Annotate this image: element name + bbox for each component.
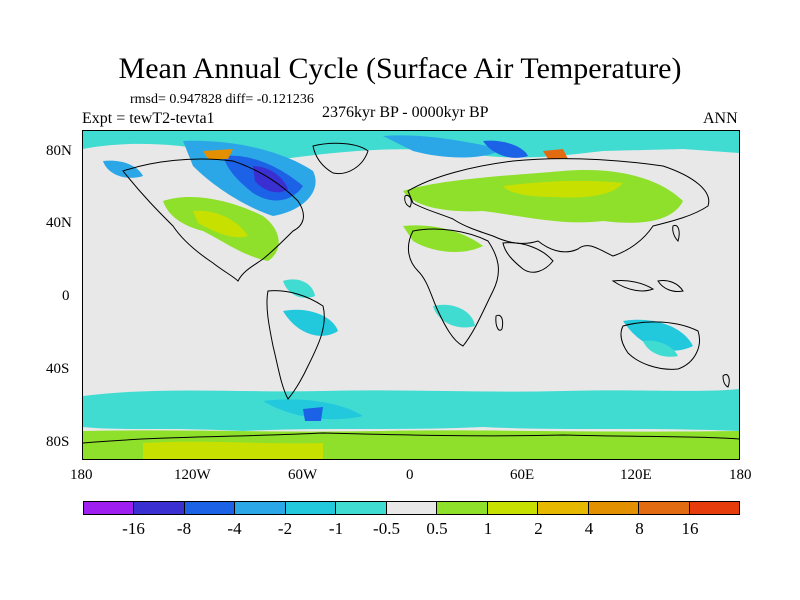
map-svg <box>83 131 739 459</box>
colorbar-swatch <box>689 502 740 514</box>
colorbar-label: 4 <box>584 519 594 538</box>
lat-label-0: 0 <box>62 288 70 304</box>
colorbar-label: 2 <box>534 519 543 538</box>
colorbar-label: -8 <box>176 519 192 538</box>
colorbar-swatch <box>588 502 640 514</box>
lat-label-40n: 40N <box>46 215 72 231</box>
lon-label-120w: 120W <box>174 467 211 483</box>
colorbar-label: -4 <box>227 519 242 538</box>
colorbar-swatch <box>235 502 286 514</box>
colorbar-swatch <box>336 502 387 514</box>
lat-label-40s: 40S <box>46 361 70 377</box>
colorbar-label: -16 <box>122 519 145 538</box>
chart-title: Mean Annual Cycle (Surface Air Temperatu… <box>118 52 682 85</box>
lon-label-120e: 120E <box>620 467 652 483</box>
world-map <box>82 130 740 460</box>
colorbar-label: 16 <box>681 519 699 538</box>
lat-label-80s: 80S <box>46 434 70 450</box>
colorbar-swatch <box>487 502 539 514</box>
coastlines <box>83 142 739 444</box>
colorbar-label: 8 <box>635 519 644 538</box>
colorbar-label: -1 <box>328 519 344 538</box>
colorbar-label: -2 <box>277 519 293 538</box>
colorbar-label: 1 <box>483 519 493 538</box>
colorbar-label: -0.5 <box>373 519 400 538</box>
period-label: 2376kyr BP - 0000kyr BP <box>322 104 489 121</box>
colorbar-swatch <box>134 502 185 514</box>
lon-label-60w: 60W <box>288 467 318 483</box>
colorbar <box>83 501 740 515</box>
experiment-label: Expt = tewT2-tevta1 <box>82 110 215 127</box>
lon-label-180e: 180 <box>729 467 752 483</box>
colorbar-swatch <box>538 502 589 514</box>
lon-label-180w: 180 <box>70 467 93 483</box>
stats-text: rmsd= 0.947828 diff= -0.121236 <box>130 92 314 107</box>
colorbar-swatch <box>437 502 488 514</box>
colorbar-swatch <box>84 502 135 514</box>
colorbar-swatch <box>184 502 236 514</box>
season-label: ANN <box>703 110 738 127</box>
lat-label-80n: 80N <box>46 143 72 159</box>
colorbar-swatch <box>386 502 438 514</box>
colorbar-swatch <box>639 502 690 514</box>
lon-label-0: 0 <box>406 467 414 483</box>
anomaly-fields <box>83 131 739 459</box>
colorbar-label: 0.5 <box>426 519 448 538</box>
lon-label-60e: 60E <box>510 467 535 483</box>
colorbar-swatch <box>285 502 337 514</box>
